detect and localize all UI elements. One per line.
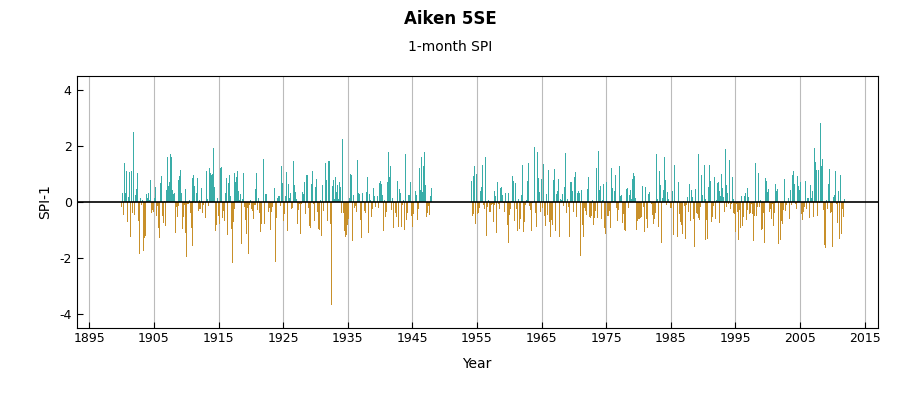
Text: 1-month SPI: 1-month SPI (408, 40, 492, 54)
Text: Aiken 5SE: Aiken 5SE (403, 10, 497, 29)
X-axis label: Year: Year (463, 357, 491, 370)
Y-axis label: SPI-1: SPI-1 (39, 184, 52, 219)
